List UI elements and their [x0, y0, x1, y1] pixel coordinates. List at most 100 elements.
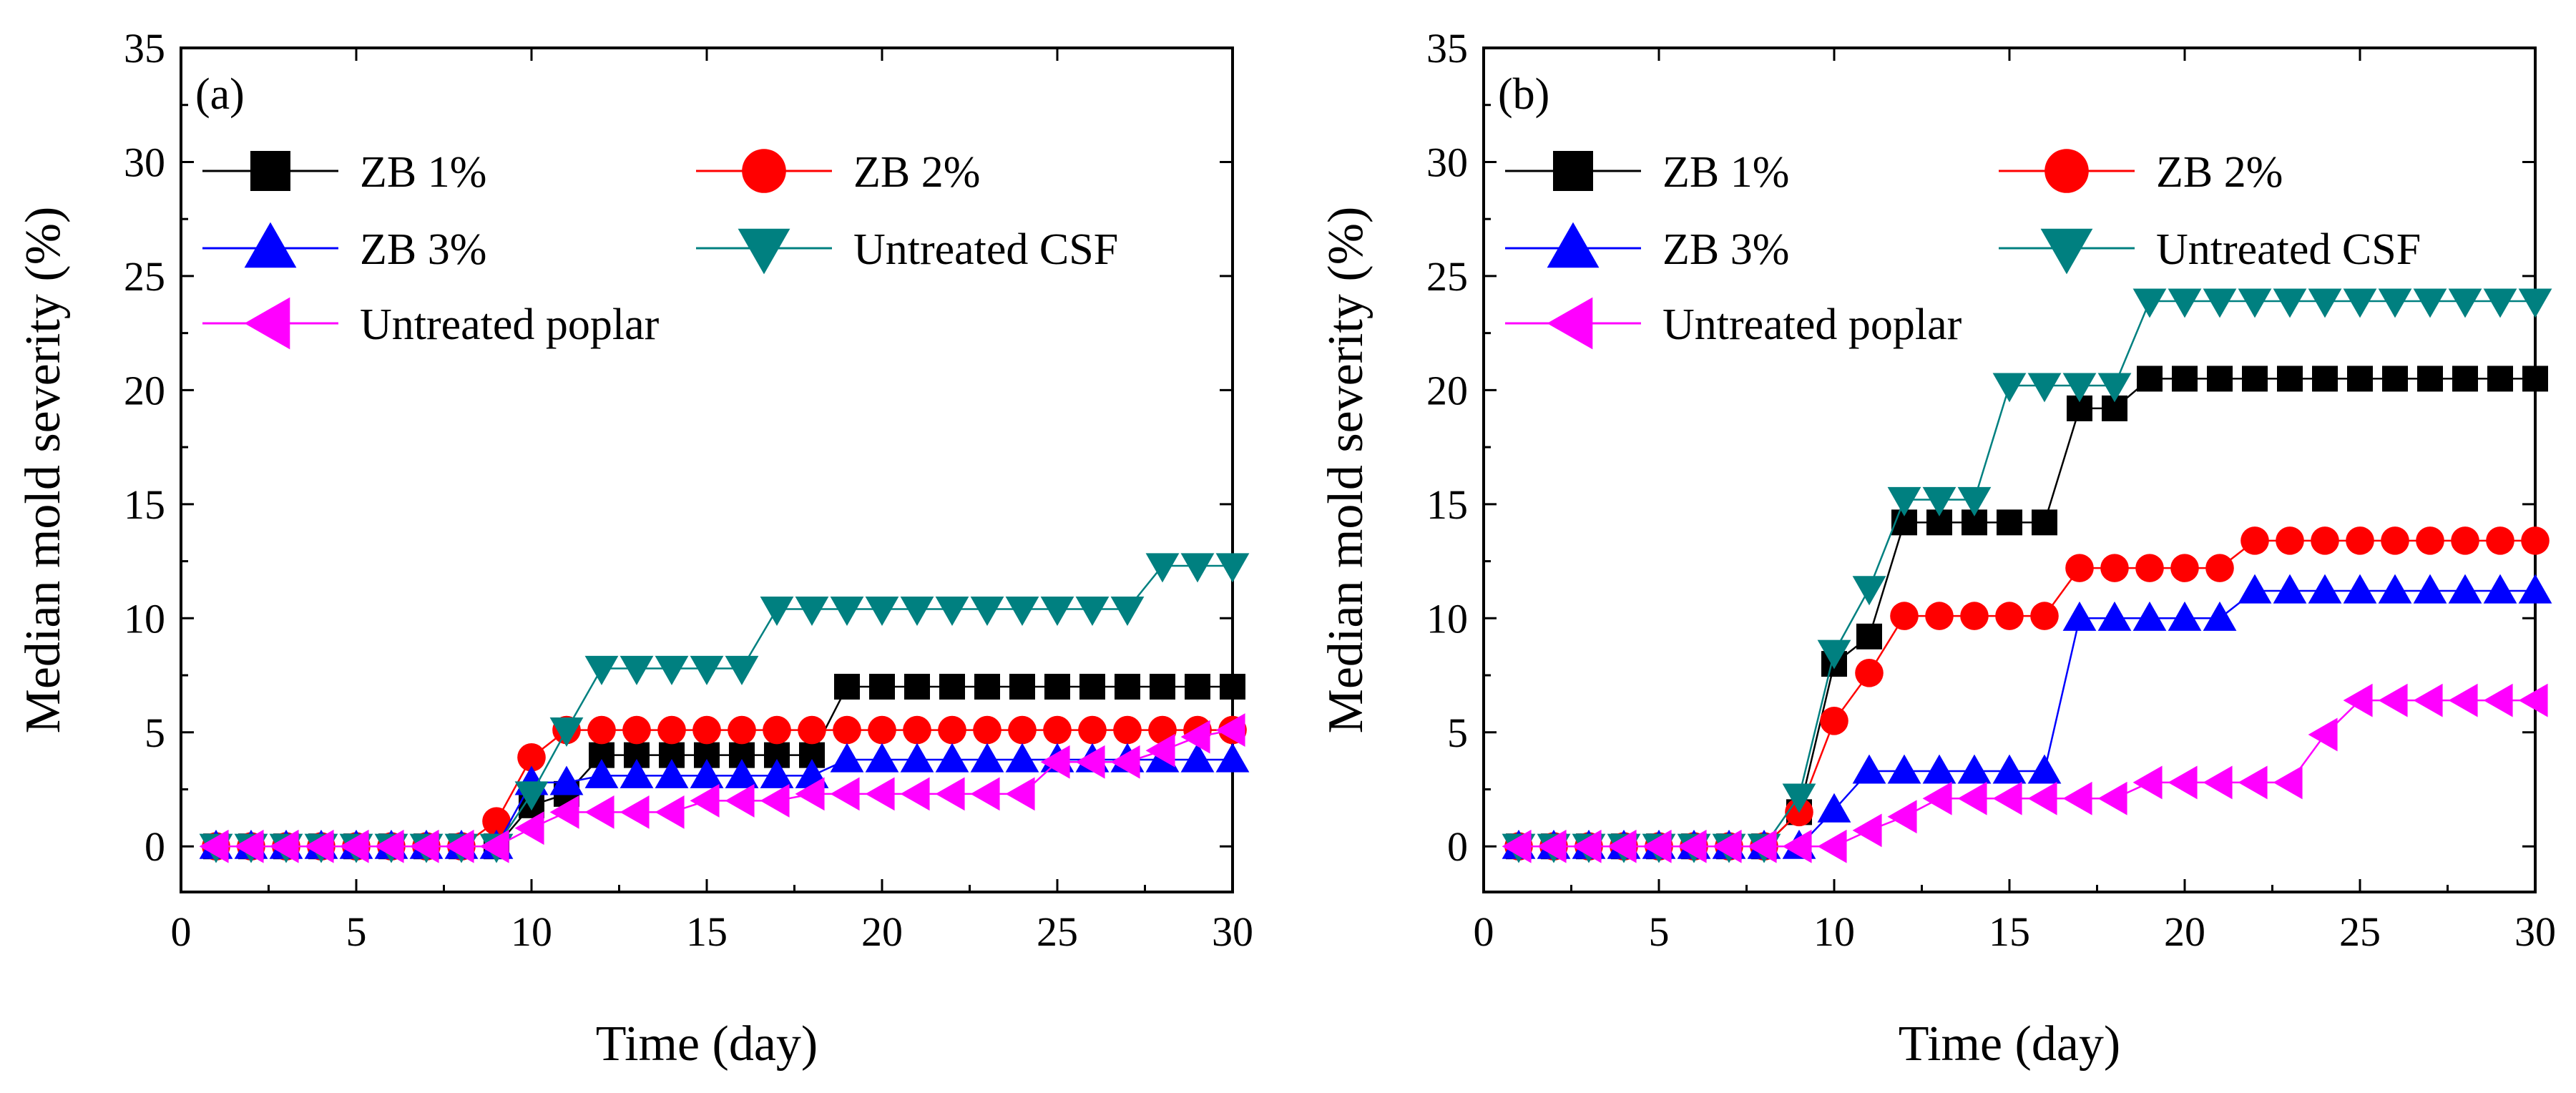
data-point: [2378, 574, 2412, 604]
data-point: [2487, 366, 2513, 392]
data-point: [833, 715, 861, 745]
data-point: [798, 715, 826, 745]
data-point: [2448, 574, 2482, 604]
data-point: [2097, 781, 2127, 815]
data-point: [973, 715, 1001, 745]
data-point: [1712, 829, 1742, 863]
data-point: [2277, 366, 2303, 392]
data-point: [2027, 754, 2062, 784]
data-point: [970, 596, 1004, 626]
data-point: [374, 829, 404, 863]
data-point: [1852, 813, 1882, 848]
data-point: [2097, 601, 2132, 631]
data-point: [2273, 288, 2307, 318]
data-point: [2132, 288, 2167, 318]
legend-marker: [742, 149, 786, 193]
data-point: [517, 743, 546, 772]
legend-item: Untreated poplar: [1505, 297, 1962, 350]
data-point: [584, 655, 619, 685]
data-point: [2238, 765, 2268, 800]
series-untreated-csf: [199, 553, 1250, 863]
data-point: [1145, 553, 1180, 583]
data-point: [1992, 373, 2027, 403]
data-point: [690, 758, 724, 788]
data-point: [1852, 576, 1886, 606]
data-point: [2273, 574, 2307, 604]
data-point: [304, 829, 334, 863]
legend-marker: [2044, 149, 2089, 193]
data-point: [763, 715, 791, 745]
data-point: [2518, 683, 2548, 717]
data-point: [1005, 596, 1039, 626]
y-tick-label: 20: [124, 367, 165, 413]
data-point: [795, 777, 825, 811]
legend-marker: [250, 151, 290, 191]
data-point: [830, 596, 864, 626]
data-point: [549, 717, 584, 747]
data-point: [2382, 366, 2408, 392]
data-point: [1747, 829, 1777, 863]
data-point: [1005, 777, 1035, 811]
data-point: [1817, 793, 1851, 823]
data-point: [1925, 602, 1954, 630]
data-point: [2483, 574, 2517, 604]
data-point: [2347, 366, 2373, 392]
series-line: [1519, 378, 2535, 848]
data-point: [868, 715, 896, 745]
data-point: [725, 784, 755, 818]
data-point: [1009, 673, 1035, 700]
data-point: [2346, 526, 2374, 555]
data-point: [2062, 373, 2097, 403]
legend-label: ZB 1%: [360, 148, 486, 197]
panel-label: (b): [1498, 70, 1549, 119]
legend-marker: [244, 297, 290, 350]
data-point: [830, 777, 860, 811]
data-point: [657, 715, 686, 745]
data-point: [2518, 574, 2552, 604]
data-point: [1145, 733, 1175, 768]
data-point: [1817, 829, 1847, 863]
data-point: [904, 673, 930, 700]
data-point: [1044, 673, 1070, 700]
legend-marker: [1553, 151, 1593, 191]
data-point: [2343, 683, 2373, 717]
data-point: [2413, 288, 2447, 318]
data-point: [514, 811, 544, 846]
data-point: [1992, 781, 2022, 815]
data-point: [1180, 742, 1215, 773]
data-point: [935, 742, 969, 773]
data-point: [479, 829, 509, 863]
series-untreated-poplar: [1502, 683, 2548, 863]
legend-marker: [1547, 222, 1600, 268]
data-point: [970, 742, 1004, 773]
panel-label: (a): [195, 70, 245, 119]
y-tick-label: 30: [124, 139, 165, 185]
data-point: [900, 742, 934, 773]
data-point: [1215, 553, 1250, 583]
data-point: [2030, 602, 2059, 630]
data-point: [2065, 554, 2094, 582]
data-point: [1502, 829, 1532, 863]
data-point: [2518, 288, 2552, 318]
x-tick-label: 25: [2339, 908, 2381, 955]
data-point: [1855, 659, 1884, 687]
data-point: [1005, 742, 1039, 773]
data-point: [2311, 526, 2339, 555]
data-point: [1887, 800, 1917, 834]
data-point: [2135, 554, 2164, 582]
legend-item: Untreated CSF: [1999, 225, 2421, 275]
data-point: [2168, 765, 2198, 800]
data-point: [1782, 783, 1816, 813]
data-point: [1677, 829, 1707, 863]
data-point: [619, 795, 650, 829]
y-tick-label: 10: [1426, 595, 1468, 642]
data-point: [409, 829, 439, 863]
data-point: [2483, 683, 2513, 717]
y-tick-label: 15: [1426, 481, 1468, 528]
data-point: [2276, 526, 2304, 555]
legend-item: ZB 2%: [1999, 148, 2283, 197]
legend-label: ZB 3%: [360, 225, 486, 274]
x-axis-title: Time (day): [1899, 1016, 2120, 1072]
data-point: [2062, 781, 2092, 815]
data-point: [690, 784, 720, 818]
